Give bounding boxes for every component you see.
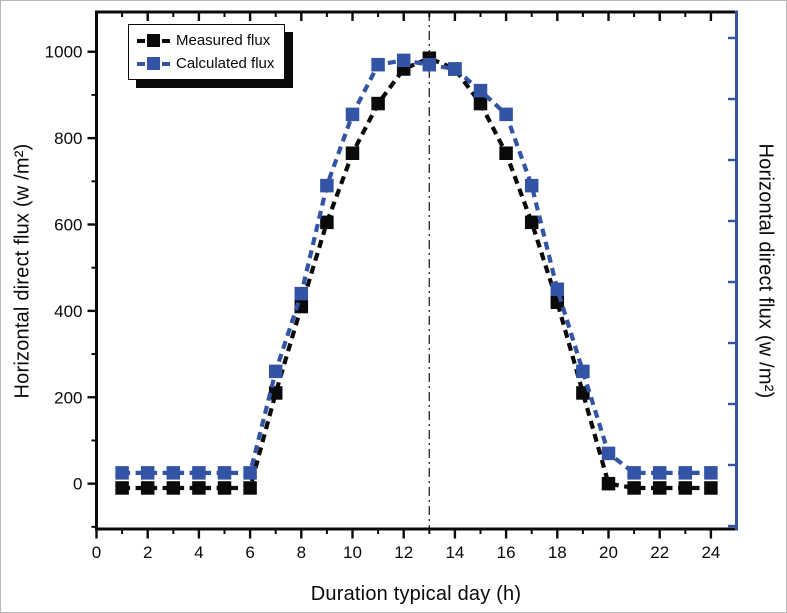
data-point-calculated-flux <box>576 364 590 379</box>
legend-entry-measured: Measured flux <box>137 29 274 52</box>
data-point-calculated-flux <box>371 57 385 72</box>
data-point-measured-flux <box>217 481 232 495</box>
x-tick-label: 2 <box>143 543 152 562</box>
y-axis-ticks-right <box>728 36 737 528</box>
y-tick-label: 800 <box>54 129 82 148</box>
data-point-measured-flux <box>320 215 334 230</box>
y-tick-label: 0 <box>73 475 82 494</box>
data-point-measured-flux <box>166 481 181 495</box>
data-point-calculated-flux <box>294 286 309 301</box>
legend-label-measured: Measured flux <box>176 32 271 49</box>
square-marker-icon <box>147 57 160 70</box>
data-point-calculated-flux <box>524 178 539 193</box>
y-axis-label-right: Horizontal direct flux (w /m²) <box>754 143 777 399</box>
data-point-measured-flux <box>473 96 488 111</box>
x-tick-label: 8 <box>297 543 306 562</box>
data-point-calculated-flux <box>115 466 129 480</box>
data-point-measured-flux <box>140 481 155 495</box>
data-point-calculated-flux <box>678 466 693 480</box>
data-point-measured-flux <box>652 481 667 495</box>
x-tick-label: 20 <box>599 543 618 562</box>
data-point-measured-flux <box>576 386 590 400</box>
data-point-measured-flux <box>345 146 360 160</box>
data-point-calculated-flux <box>320 178 334 193</box>
x-tick-label: 16 <box>497 543 516 562</box>
legend: Measured flux Calculated flux <box>128 24 286 80</box>
y-axis-ticks-left: 0 200 400 600 800 1000 <box>45 43 97 528</box>
x-tick-label: 4 <box>194 543 203 562</box>
y-tick-label: 1000 <box>45 43 83 62</box>
data-point-calculated-flux <box>217 466 232 480</box>
y-tick-label: 400 <box>54 302 82 321</box>
plot-frame <box>95 10 738 531</box>
data-point-measured-flux <box>192 481 206 495</box>
data-point-calculated-flux <box>166 466 181 480</box>
x-tick-label: 12 <box>394 543 413 562</box>
data-point-measured-flux <box>678 481 693 495</box>
data-point-measured-flux <box>243 481 257 495</box>
data-point-calculated-flux <box>704 466 718 480</box>
data-point-calculated-flux <box>499 107 513 122</box>
series-measured-flux-line <box>122 55 711 491</box>
data-point-calculated-flux <box>601 446 616 461</box>
x-tick-label: 22 <box>650 543 669 562</box>
x-tick-label: 6 <box>245 543 254 562</box>
data-point-measured-flux <box>601 476 616 491</box>
x-tick-label: 0 <box>92 543 101 562</box>
data-point-measured-flux <box>371 96 385 111</box>
x-tick-label: 24 <box>701 543 720 562</box>
legend-entry-calculated: Calculated flux <box>137 52 274 75</box>
legend-marker-calculated <box>137 57 170 70</box>
x-tick-label: 10 <box>343 543 362 562</box>
data-point-calculated-flux <box>448 62 462 76</box>
square-marker-icon <box>147 34 160 47</box>
y-tick-label: 200 <box>54 388 82 407</box>
data-point-calculated-flux <box>652 466 667 480</box>
data-point-measured-flux <box>115 481 129 495</box>
data-point-measured-flux <box>268 386 283 400</box>
data-point-measured-flux <box>704 481 718 495</box>
y-tick-label: 600 <box>54 216 82 235</box>
series-calculated-flux-markers <box>115 53 718 480</box>
data-point-calculated-flux <box>473 83 488 98</box>
data-point-calculated-flux <box>268 364 283 379</box>
legend-label-calculated: Calculated flux <box>176 55 275 72</box>
data-point-measured-flux <box>499 146 513 160</box>
top-axis-ticks <box>121 12 713 21</box>
data-point-calculated-flux <box>345 107 360 122</box>
data-point-calculated-flux <box>192 466 206 480</box>
data-point-calculated-flux <box>550 282 565 297</box>
data-point-measured-flux <box>627 481 641 495</box>
legend-marker-measured <box>137 34 170 47</box>
data-point-calculated-flux <box>243 466 257 480</box>
x-tick-label: 18 <box>548 543 567 562</box>
data-point-calculated-flux <box>396 53 411 68</box>
data-point-measured-flux <box>524 215 539 230</box>
y-axis-label-left: Horizontal direct flux (w /m²) <box>11 143 34 399</box>
data-point-calculated-flux <box>627 466 641 480</box>
series-measured-flux-markers <box>115 51 718 495</box>
x-axis-ticks: 0 2 4 6 8 10 12 14 16 18 20 22 24 <box>92 529 720 562</box>
series-calculated-flux-line <box>122 58 711 475</box>
data-point-calculated-flux <box>422 57 437 72</box>
data-point-calculated-flux <box>140 466 155 480</box>
x-tick-label: 14 <box>445 543 464 562</box>
x-axis-label: Duration typical day (h) <box>310 583 522 605</box>
